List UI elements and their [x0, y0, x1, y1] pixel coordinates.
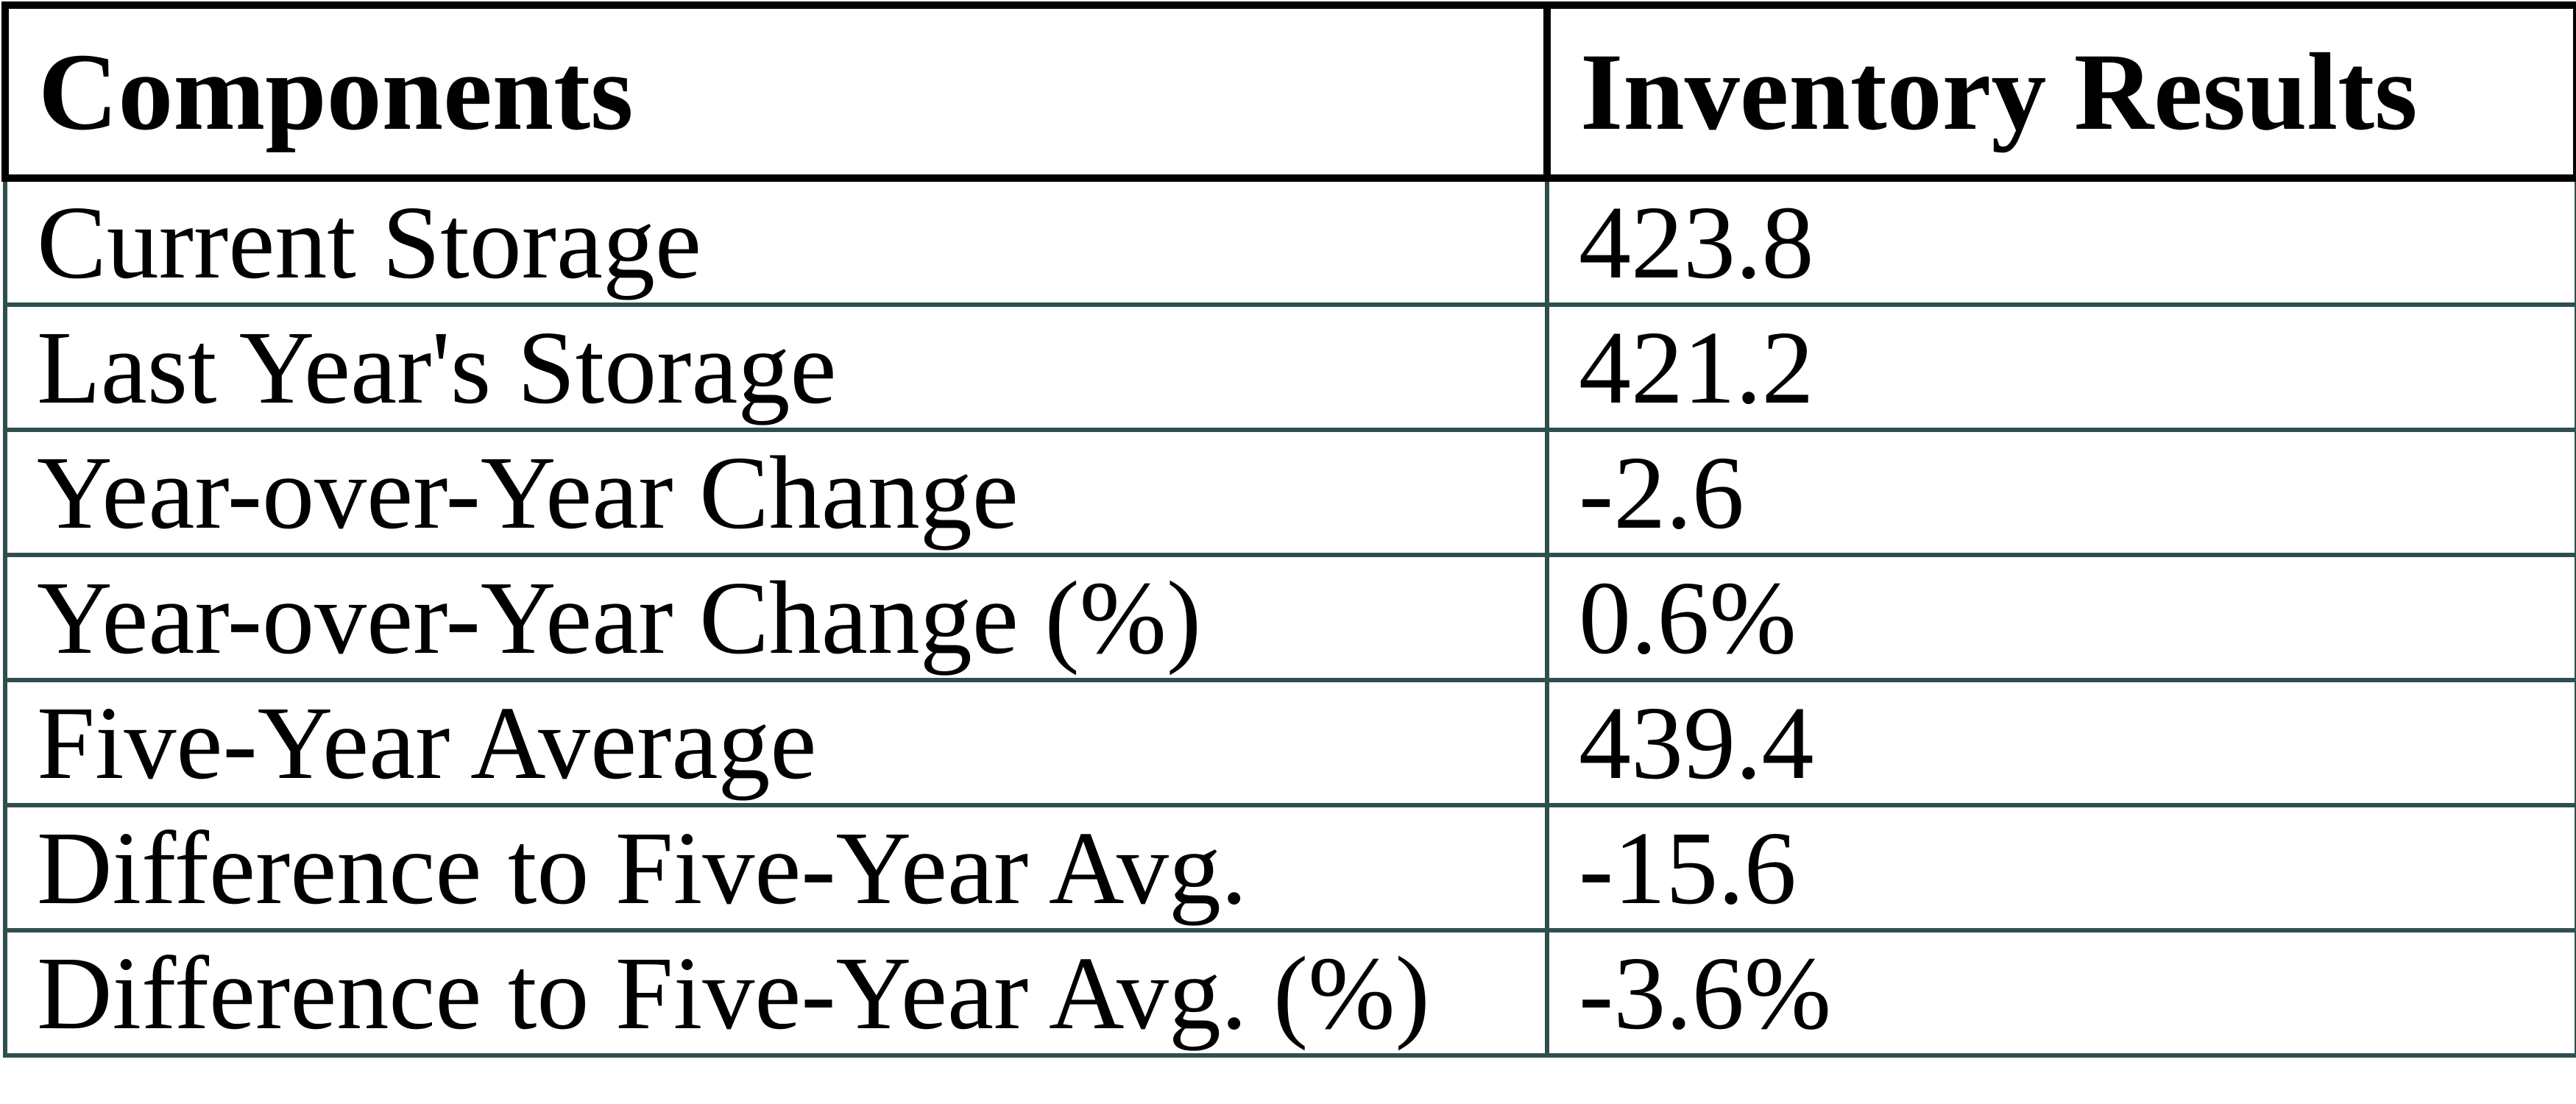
- table-row: Difference to Five-Year Avg. -15.6: [3, 803, 2576, 933]
- cell-inventory-value: 439.4: [1545, 678, 2576, 807]
- table-row: Five-Year Average 439.4: [3, 678, 2576, 807]
- inventory-results-table: Components Inventory Results Current Sto…: [1, 1, 2576, 1058]
- cell-inventory-value: 0.6%: [1545, 553, 2576, 682]
- table-row: Difference to Five-Year Avg. (%) -3.6%: [3, 928, 2576, 1058]
- cell-component-label: Difference to Five-Year Avg. (%): [3, 928, 1549, 1058]
- cell-component-label: Year-over-Year Change (%): [3, 553, 1549, 682]
- cell-inventory-value: 421.2: [1545, 302, 2576, 432]
- header-row: Components Inventory Results: [1, 1, 2576, 182]
- cell-component-label: Year-over-Year Change: [3, 428, 1549, 557]
- table-row: Last Year's Storage 421.2: [3, 302, 2576, 432]
- table-body: Current Storage 423.8 Last Year's Storage 4…: [3, 176, 2576, 1058]
- table-row: Year-over-Year Change (%) 0.6%: [3, 553, 2576, 682]
- column-header-components: Components: [1, 1, 1551, 182]
- column-header-inventory-results: Inventory Results: [1543, 1, 2576, 182]
- cell-component-label: Current Storage: [3, 176, 1549, 307]
- table-row: Current Storage 423.8: [3, 176, 2576, 307]
- cell-component-label: Last Year's Storage: [3, 302, 1549, 432]
- cell-inventory-value: 423.8: [1545, 176, 2576, 307]
- cell-inventory-value: -15.6: [1545, 803, 2576, 933]
- table-row: Year-over-Year Change -2.6: [3, 428, 2576, 557]
- cell-inventory-value: -2.6: [1545, 428, 2576, 557]
- cell-component-label: Difference to Five-Year Avg.: [3, 803, 1549, 933]
- cell-component-label: Five-Year Average: [3, 678, 1549, 807]
- cell-inventory-value: -3.6%: [1545, 928, 2576, 1058]
